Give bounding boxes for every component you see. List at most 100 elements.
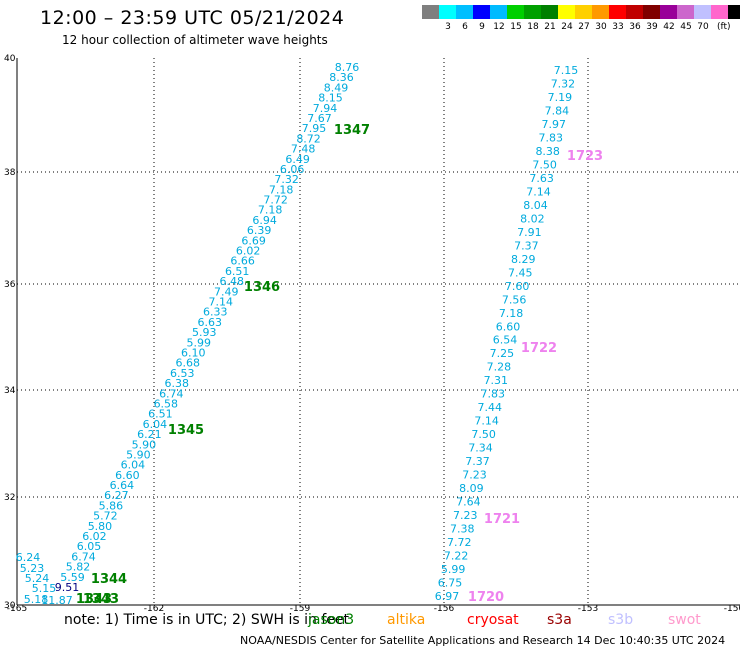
swh-value: 5.80 [88, 520, 113, 533]
legend-label: 45 [680, 22, 692, 32]
legend-label: 39 [646, 22, 658, 32]
swh-value: 7.34 [468, 442, 493, 455]
swh-value: 8.09 [459, 482, 484, 495]
swh-value: 7.14 [474, 415, 499, 428]
swh-value: 7.37 [465, 455, 490, 468]
swh-value: 6.02 [82, 530, 107, 543]
legend-swatch [660, 5, 677, 19]
footer-note: note: 1) Time is in UTC; 2) SWH is in fe… [64, 612, 701, 628]
swh-value: 7.50 [532, 158, 557, 171]
swh-value: 6.21 [137, 428, 162, 441]
swh-value: 7.50 [471, 428, 496, 441]
pass-number-label: 1343 [76, 592, 112, 607]
satellite-legend-jason3: jason3 [308, 612, 355, 628]
swh-value: 6.97 [435, 590, 460, 603]
legend-swatch [456, 5, 473, 19]
lon-tick-label: -162 [144, 604, 164, 614]
swh-value: 7.15 [554, 64, 579, 77]
legend-swatch [422, 5, 439, 19]
swh-value: 5.90 [132, 438, 157, 451]
pass-number-label: 1345 [168, 423, 204, 438]
legend-swatch [592, 5, 609, 19]
swh-value: 5.23 [20, 562, 45, 575]
swh-value: 6.04 [121, 459, 146, 472]
legend-swatch [558, 5, 575, 19]
swh-value: 7.23 [453, 509, 478, 522]
swh-value: 7.72 [447, 536, 472, 549]
swh-value: 8.15 [318, 92, 343, 105]
legend-label: 36 [629, 22, 641, 32]
legend-label: 9 [479, 22, 485, 32]
swh-value: 5.99 [187, 336, 212, 349]
swh-value: 6.48 [219, 275, 244, 288]
swh-value: 6.63 [197, 316, 222, 329]
swh-value: 6.54 [493, 334, 518, 347]
pass-number-label: 1343 [83, 592, 119, 607]
swh-value: 6.24 [16, 551, 41, 564]
swh-value: 7.22 [444, 550, 469, 563]
swh-value: 8.36 [329, 71, 354, 84]
satellite-legend-s3b: s3b [608, 612, 634, 628]
legend-swatch [728, 5, 740, 19]
swh-value: 7.56 [502, 293, 527, 306]
swh-value: 6.10 [181, 346, 206, 359]
swh-value: 7.84 [545, 104, 570, 117]
swh-value: 7.28 [487, 361, 512, 374]
legend-swatch [575, 5, 592, 19]
legend-swatch [643, 5, 660, 19]
swh-value: 6.27 [104, 489, 129, 502]
swh-value: 6.68 [176, 357, 201, 370]
legend-label: 12 [493, 22, 505, 32]
pass-number-label: 1347 [334, 123, 370, 138]
lon-tick-label: -150 [724, 604, 740, 614]
swh-value: 6.69 [241, 234, 266, 247]
swh-value: 7.95 [302, 122, 327, 135]
swh-value: 7.18 [499, 307, 524, 320]
lon-tick-label: -153 [578, 604, 598, 614]
swh-value: 6.66 [230, 255, 255, 268]
legend-swatch [473, 5, 490, 19]
swh-value: 5.99 [441, 563, 466, 576]
swh-value: 6.74 [71, 550, 96, 563]
pass-number-label: 1723 [567, 149, 603, 164]
swh-value: 7.64 [456, 496, 481, 509]
legend-label: 24 [561, 22, 573, 32]
swh-value: 6.58 [154, 397, 179, 410]
legend-swatch [507, 5, 524, 19]
swh-value: 7.60 [505, 280, 530, 293]
legend-label: 27 [578, 22, 590, 32]
swh-value: 6.49 [285, 153, 310, 166]
lon-tick-label: -156 [434, 604, 455, 614]
swh-value: 8.72 [296, 132, 321, 145]
swh-value: 7.23 [462, 469, 487, 482]
legend-label: 6 [462, 22, 468, 32]
legend-swatch [677, 5, 694, 19]
map-subtitle: 12 hour collection of altimeter wave hei… [62, 33, 328, 47]
swh-value: 9.51 [55, 581, 80, 594]
swh-value: 7.72 [263, 194, 288, 207]
legend-label: 15 [510, 22, 522, 32]
legend-label: 3 [445, 22, 451, 32]
swh-value: 6.04 [143, 418, 168, 431]
swh-value: 7.83 [481, 388, 506, 401]
swh-value: 7.38 [450, 523, 475, 536]
swh-value: 6.64 [110, 479, 135, 492]
swh-value: 8.76 [335, 61, 360, 74]
swh-value: 7.19 [548, 91, 573, 104]
swh-value: 7.67 [307, 112, 332, 125]
swh-value: 6.75 [438, 577, 463, 590]
swh-value: 6.38 [165, 377, 190, 390]
legend-label: 21 [544, 22, 556, 32]
swh-value: 7.37 [514, 239, 539, 252]
lat-tick-label: 38 [4, 168, 16, 178]
swh-value: 8.49 [324, 81, 349, 94]
swh-value: 7.18 [269, 183, 294, 196]
lon-tick-label: -159 [290, 604, 311, 614]
swh-value: 7.63 [529, 172, 554, 185]
swh-value: 8.04 [523, 199, 548, 212]
swh-value: 7.31 [484, 374, 509, 387]
note-text: note: 1) Time is in UTC; 2) SWH is in fe… [64, 612, 350, 628]
lon-tick-label: -165 [7, 604, 27, 614]
pass-number-label: 1721 [484, 512, 520, 527]
swh-value: 7.32 [274, 173, 299, 186]
